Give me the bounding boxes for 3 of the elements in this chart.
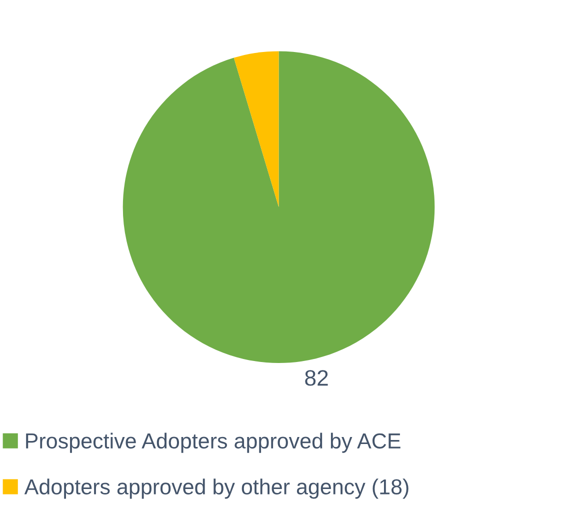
legend-label: Adopters approved by other agency (18) bbox=[24, 478, 408, 499]
legend-label: Prospective Adopters approved by ACE bbox=[26, 432, 400, 453]
data-label: 82 bbox=[305, 370, 328, 386]
